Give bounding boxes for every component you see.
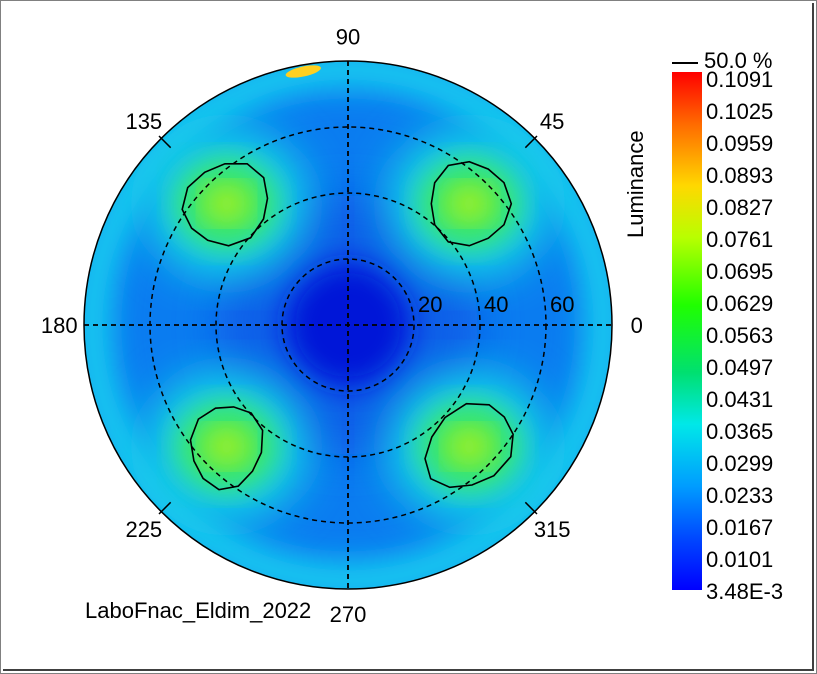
- contour-legend-label: 50.0 %: [704, 48, 773, 73]
- heat-outer-band: [84, 61, 612, 589]
- angle-labels: 90 45 135 180 0 225 315 270: [41, 24, 643, 627]
- rim-tick-225: [158, 501, 172, 515]
- heat-peak-0: [447, 185, 492, 222]
- contour-lobe-135: [181, 163, 269, 247]
- colorbar-tick-label: 0.0167: [706, 515, 773, 540]
- polar-grid: [83, 60, 613, 590]
- colorbar-tick-label: 0.0497: [706, 355, 773, 380]
- colorbar-tick-label: 0.0959: [706, 131, 773, 156]
- radial-label-40: 40: [484, 292, 508, 317]
- angle-label-180: 180: [41, 313, 78, 338]
- angle-label-45: 45: [540, 109, 564, 134]
- colorbar-tick-label: 0.0629: [706, 291, 773, 316]
- frame-bevel: [3, 3, 814, 671]
- heat-peak-3: [447, 428, 492, 465]
- colorbar-tick-label: 0.0101: [706, 547, 773, 572]
- colorbar-tick-label: 0.1091: [706, 67, 773, 92]
- colorbar-tick-label: 0.0893: [706, 163, 773, 188]
- colorbar-tick-label: 0.0695: [706, 259, 773, 284]
- angle-label-270: 270: [330, 602, 367, 627]
- contour-lobe-315: [424, 402, 514, 489]
- contour-lobe-45: [430, 160, 513, 247]
- radial-label-60: 60: [550, 292, 574, 317]
- colorbar-tick-label: 0.0431: [706, 387, 773, 412]
- colorbar-tick-label: 0.0563: [706, 323, 773, 348]
- rim-tick-315: [524, 501, 538, 515]
- heat-peak-1: [204, 185, 249, 222]
- heat-peak-2: [204, 428, 249, 465]
- radial-labels: 20 40 60: [418, 292, 574, 317]
- colorbar: 0.1091 0.1025 0.0959 0.0893 0.0827 0.0761 0.06…: [623, 48, 783, 604]
- angle-label-135: 135: [125, 109, 162, 134]
- colorbar-tick-label: 0.0233: [706, 483, 773, 508]
- rim-tick-135: [158, 135, 172, 149]
- rim-tick-45: [524, 135, 538, 149]
- colorbar-tick-label: 0.1025: [706, 99, 773, 124]
- colorbar-title: Luminance: [623, 130, 648, 238]
- colorbar-tick-label: 0.0761: [706, 227, 773, 252]
- angle-label-0: 0: [631, 313, 643, 338]
- angle-label-225: 225: [125, 517, 162, 542]
- colorbar-bar: [672, 72, 702, 590]
- colorbar-tick-label: 3.48E-3: [706, 579, 783, 604]
- caption: LaboFnac_Eldim_2022: [85, 598, 311, 623]
- colorbar-ticks: 0.1091 0.1025 0.0959 0.0893 0.0827 0.0761 0.06…: [706, 67, 783, 604]
- colorbar-tick-label: 0.0827: [706, 195, 773, 220]
- contour-lines: [181, 160, 514, 491]
- colorbar-tick-label: 0.0365: [706, 419, 773, 444]
- heat-rim-spot: [285, 65, 321, 78]
- angle-label-315: 315: [534, 517, 571, 542]
- radial-label-20: 20: [418, 292, 442, 317]
- colorbar-tick-label: 0.0299: [706, 451, 773, 476]
- angle-label-90: 90: [336, 24, 360, 49]
- contour-lobe-225: [189, 406, 264, 491]
